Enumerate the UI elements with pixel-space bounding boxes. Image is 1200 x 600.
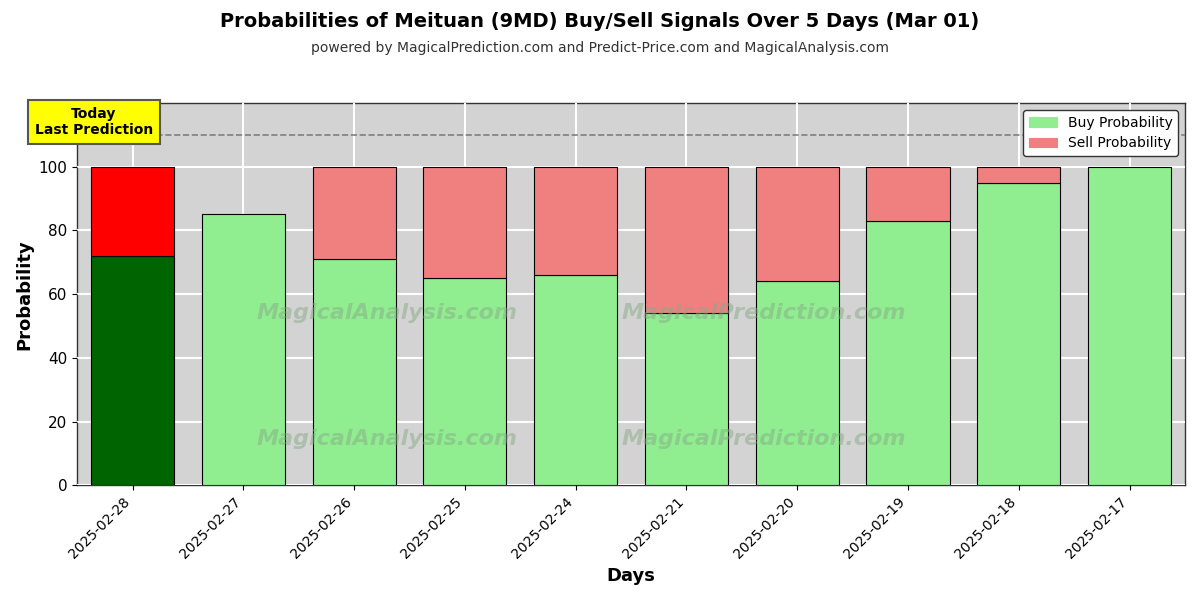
Bar — [424, 278, 506, 485]
Bar — [866, 167, 949, 221]
Bar — [91, 256, 174, 485]
Bar — [977, 167, 1061, 182]
Bar — [756, 281, 839, 485]
Bar — [644, 313, 728, 485]
Text: MagicalPrediction.com: MagicalPrediction.com — [622, 430, 906, 449]
Text: Probabilities of Meituan (9MD) Buy/Sell Signals Over 5 Days (Mar 01): Probabilities of Meituan (9MD) Buy/Sell … — [221, 12, 979, 31]
Bar — [977, 182, 1061, 485]
X-axis label: Days: Days — [607, 567, 655, 585]
Legend: Buy Probability, Sell Probability: Buy Probability, Sell Probability — [1024, 110, 1178, 156]
Bar — [1088, 167, 1171, 485]
Y-axis label: Probability: Probability — [14, 239, 32, 350]
Bar — [424, 167, 506, 278]
Bar — [534, 167, 617, 275]
Bar — [312, 167, 396, 259]
Bar — [91, 167, 174, 256]
Bar — [644, 167, 728, 313]
Bar — [756, 167, 839, 281]
Text: MagicalAnalysis.com: MagicalAnalysis.com — [257, 430, 518, 449]
Bar — [866, 221, 949, 485]
Text: powered by MagicalPrediction.com and Predict-Price.com and MagicalAnalysis.com: powered by MagicalPrediction.com and Pre… — [311, 41, 889, 55]
Bar — [202, 214, 284, 485]
Text: MagicalPrediction.com: MagicalPrediction.com — [622, 303, 906, 323]
Bar — [312, 259, 396, 485]
Text: MagicalAnalysis.com: MagicalAnalysis.com — [257, 303, 518, 323]
Text: Today
Last Prediction: Today Last Prediction — [35, 107, 152, 137]
Bar — [534, 275, 617, 485]
